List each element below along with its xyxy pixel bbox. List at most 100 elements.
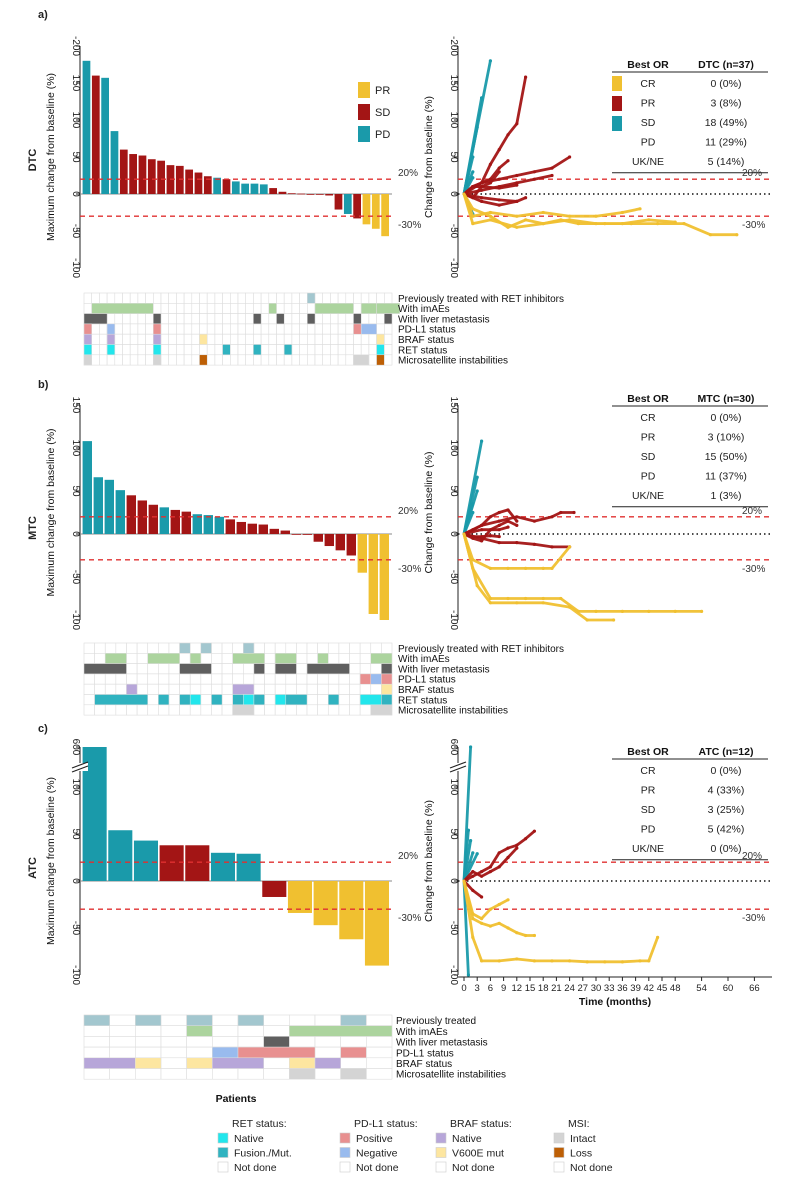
panel-a-table-row-3-value: 11 (29%)	[705, 137, 747, 149]
legend-group-0-label-2: Not done	[234, 1162, 277, 1174]
panel-a-lines-point-9-4	[532, 170, 537, 174]
panel-b-heatmap-row-label-6: Microsatellite instabilities	[398, 706, 508, 717]
panel-a-lines-point-2-1	[475, 125, 479, 129]
panel-a-heatmap-cell-3-26	[283, 323, 293, 335]
panel-a-heatmap-cell-0-35	[353, 292, 362, 304]
panel-c-heatmap-cell-1-1	[109, 1025, 136, 1037]
panel-a-heatmap-cell-4-33	[337, 333, 347, 345]
panel-c-lines-point-9-6	[515, 931, 519, 935]
panel-a-lines-point-16-2	[488, 214, 492, 218]
panel-c-heatmap-fill-1-1	[289, 1025, 393, 1037]
panel-c-lines-point-5-1	[466, 973, 470, 977]
panel-b-heatmap-fill-5-9	[285, 694, 308, 706]
panel-a-heatmap-cell-5-16	[206, 344, 216, 356]
panel-b-heatmap-cell-4-23	[327, 683, 340, 695]
panel-b-bars-bar-3	[115, 490, 125, 534]
panel-a-lines-point-17-8	[647, 218, 651, 222]
panel-b-heatmap-cell-2-25	[349, 663, 361, 675]
panel-c-lines-point-11-7	[568, 959, 572, 963]
panel-a-heatmap-cell-3-8	[145, 323, 154, 335]
panel-c-x-tick-label-5: 15	[525, 983, 536, 994]
panel-c-bars-break-mark-2	[71, 765, 89, 773]
panel-a-heatmap-cell-6-18	[222, 354, 231, 366]
panel-b-bars-bar-24	[346, 534, 356, 556]
panel-b-heatmap-fill-5-11	[359, 694, 382, 706]
panel-a-heatmap-cell-0-12	[176, 292, 185, 304]
panel-a-heatmap-cell-2-5	[122, 313, 131, 325]
panel-a-heatmap-cell-3-27	[291, 323, 300, 335]
panel-c-bars-ref-label-1: -30%	[398, 913, 421, 924]
panel-c-lines-point-7-1	[471, 874, 475, 878]
panel-b-heatmap-cell-4-6	[147, 683, 159, 695]
panel-b-bars-bar-18	[280, 530, 290, 534]
panel-a-heatmap-cell-0-7	[137, 292, 146, 304]
panel-a-lines-point-12-2	[480, 185, 484, 189]
panel-c-x-tick-label-7: 21	[551, 983, 562, 994]
panel-b-lines-point-12-11	[673, 609, 677, 614]
panel-b-bars-bar-19	[291, 534, 301, 535]
panel-a-heatmap-cell-0-32	[330, 292, 339, 304]
panel-b-heatmap-cell-1-17	[264, 652, 276, 664]
panel-c-heatmap-fill-4-3	[212, 1057, 264, 1069]
panel-a-heatmap-fill-6-4	[376, 354, 385, 366]
panel-a-heatmap-cell-4-8	[145, 333, 154, 345]
legend-group-1-swatch-1	[339, 1147, 351, 1158]
panel-b-heatmap-fill-1-6	[370, 653, 393, 664]
panel-c-lines-series-4	[462, 852, 479, 883]
panel-b-heatmap-cell-5-11	[200, 694, 212, 706]
panel-a-bars-bar-7	[147, 159, 156, 194]
panel-a-lines-point-16-13	[735, 233, 739, 237]
panel-b-heatmap-cell-5-22	[317, 694, 329, 706]
panel-c-heatmap-fill-0-2	[186, 1014, 213, 1026]
panel-c-lines-y-tick-label-0: 600	[448, 739, 459, 756]
panel-a-heatmap-cell-0-27	[291, 292, 300, 304]
panel-a-heatmap-cell-0-4	[114, 292, 123, 304]
panel-a-heatmap-cell-3-31	[322, 323, 331, 335]
panel-b-heatmap-fill-2-1	[179, 663, 212, 675]
panel-c-heatmap-cell-3-2	[135, 1046, 162, 1059]
panel-b-lines-point-11-2	[488, 566, 492, 571]
panel-a-table-row-2-label: SD	[641, 117, 656, 129]
panel-c-heatmap-cell-0-11	[366, 1014, 393, 1026]
panel-a-lines-point-8-5	[506, 159, 510, 163]
panel-a-heatmap-cell-0-20	[237, 292, 246, 304]
panel-a-heatmap-cell-6-11	[168, 354, 177, 366]
panel-a-heatmap-row-label-4: BRAF status	[398, 335, 454, 346]
panel-b-lines-point-11-6	[550, 566, 554, 571]
panel-b-heatmap-fill-5-12	[381, 694, 393, 706]
panel-b-heatmap-fill-5-7	[253, 694, 265, 706]
panel-c-lines-point-11-11	[638, 959, 642, 963]
panel-a-heatmap-cell-2-23	[260, 313, 270, 325]
panel-a-bars-y-tick-label-2: 100	[70, 112, 81, 129]
panel-b-heatmap-cell-3-22	[317, 673, 329, 685]
panel-c-heatmap-row-label-5: Microsatellite instabilities	[396, 1070, 506, 1081]
panel-b-heatmap-cell-3-23	[327, 673, 340, 685]
panel-a-heatmap-cell-4-11	[168, 333, 177, 345]
panel-a-heatmap-cell-2-12	[176, 313, 185, 325]
panel-b-heatmap-cell-5-25	[349, 694, 361, 706]
panel-a-heatmap-cell-1-20	[237, 302, 246, 314]
panel-a-heatmap-cell-0-33	[337, 292, 347, 304]
panel-a-legend-label-0: PR	[375, 85, 390, 97]
panel-a-lines-point-0-1	[488, 59, 492, 63]
panel-b-heatmap-cell-0-4	[126, 642, 138, 654]
panel-a-heatmap-cell-1-9	[153, 302, 162, 314]
panel-b-heatmap-fill-5-5	[232, 694, 244, 706]
panel-a-heatmap-cell-5-19	[230, 344, 239, 356]
panel-a-heatmap-cell-6-8	[145, 354, 154, 366]
panel-b-heatmap-fill-1-3	[232, 653, 265, 664]
panel-a-heatmap-fill-5-2	[153, 344, 162, 356]
panel-a-heatmap-cell-4-18	[222, 333, 231, 345]
panel-a-heatmap-cell-2-30	[314, 313, 323, 325]
panel-a-heatmap-cell-1-17	[214, 302, 223, 314]
panel-b-heatmap-cell-3-8	[168, 673, 180, 685]
panel-a-heatmap-cell-0-14	[191, 292, 200, 304]
panel-c-lines-point-10-4	[497, 902, 501, 907]
panel-a-heatmap-cell-6-19	[230, 354, 239, 366]
panel-a-heatmap-cell-6-3	[106, 354, 116, 366]
panel-c-heatmap-row-label-0: Previously treated	[396, 1016, 476, 1027]
panel-a-heatmap-cell-4-34	[345, 333, 354, 345]
panel-a-heatmap-cell-4-5	[122, 333, 131, 345]
legend-group-1-label-0: Positive	[356, 1133, 393, 1145]
panel-a-legend-swatch-0	[358, 82, 370, 98]
